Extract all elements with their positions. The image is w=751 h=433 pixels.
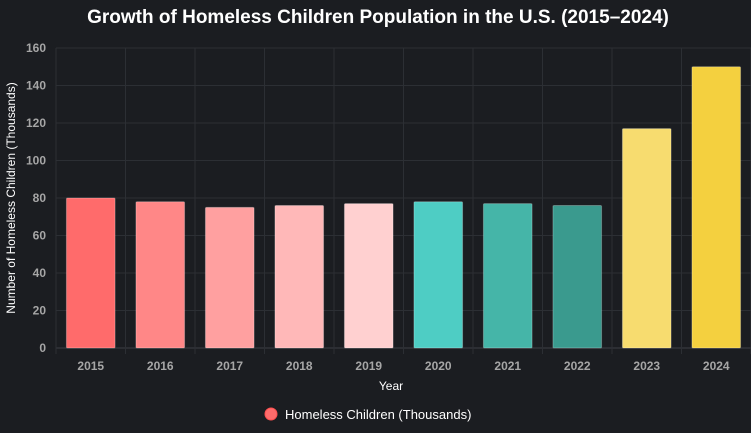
x-tick-label: 2021	[494, 359, 521, 373]
y-tick-label: 140	[26, 79, 46, 93]
bar-2024	[691, 66, 742, 349]
x-tick-label: 2015	[77, 359, 104, 373]
x-tick-label: 2024	[703, 359, 730, 373]
chart-title: Growth of Homeless Children Population i…	[87, 7, 669, 28]
y-tick-label: 40	[33, 266, 47, 280]
x-tick-label: 2023	[633, 359, 660, 373]
bar-2023	[621, 128, 672, 349]
y-tick-label: 80	[33, 191, 47, 205]
x-tick-label: 2020	[425, 359, 452, 373]
y-axis-label: Number of Homeless Children (Thousands)	[4, 82, 18, 313]
legend-label: Homeless Children (Thousands)	[285, 407, 471, 422]
bar-2016	[135, 201, 186, 349]
x-tick-label: 2022	[564, 359, 591, 373]
y-axis-ticks: 0 20 40 60 80 100 120 140 160	[26, 41, 46, 355]
bar-2015	[65, 197, 116, 349]
y-tick-label: 60	[33, 229, 47, 243]
y-tick-label: 160	[26, 41, 46, 55]
bar-2020	[413, 201, 464, 349]
bar-2019	[343, 203, 394, 349]
x-axis-label: Year	[379, 379, 403, 393]
legend[interactable]: Homeless Children (Thousands)	[264, 407, 471, 422]
x-tick-label: 2018	[286, 359, 313, 373]
bar-2021	[482, 203, 533, 349]
bars-group	[65, 66, 742, 349]
y-tick-label: 100	[26, 154, 46, 168]
legend-swatch	[264, 407, 278, 421]
bar-2018	[274, 205, 325, 349]
y-tick-label: 120	[26, 116, 46, 130]
x-tick-label: 2019	[355, 359, 382, 373]
y-tick-label: 0	[39, 341, 46, 355]
x-axis-ticks: 2015 2016 2017 2018 2019 2020 2021 2022 2023 2024	[77, 359, 730, 373]
y-tick-label: 20	[33, 304, 47, 318]
x-tick-label: 2017	[216, 359, 243, 373]
bar-2022	[552, 205, 603, 349]
x-tick-label: 2016	[147, 359, 174, 373]
bar-2017	[204, 206, 255, 349]
